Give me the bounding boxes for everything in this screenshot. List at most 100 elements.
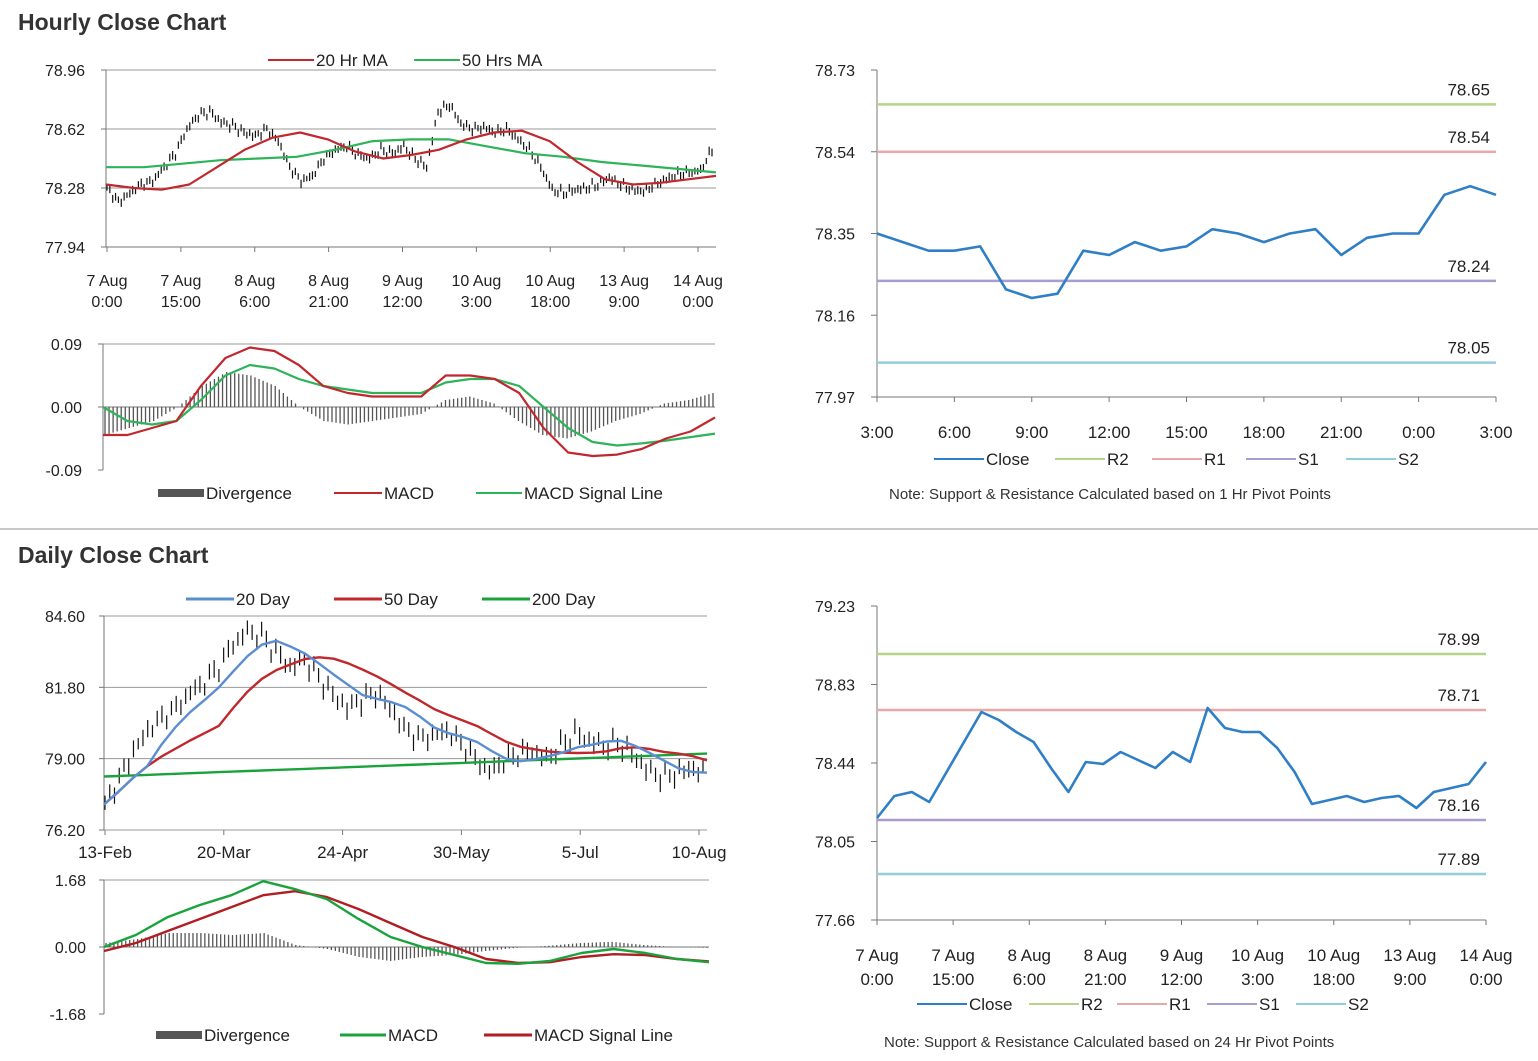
x-tick-label: 8 Aug bbox=[1008, 946, 1052, 965]
y-tick-label: 77.94 bbox=[45, 240, 85, 257]
level-label-s2: 77.89 bbox=[1437, 850, 1480, 869]
x-tick-label: 13-Feb bbox=[78, 843, 132, 862]
y-tick-label: 78.73 bbox=[815, 63, 855, 80]
x-tick-label: 9 Aug bbox=[1160, 946, 1204, 965]
x-tick-label: 18:00 bbox=[530, 294, 570, 311]
macd-line bbox=[103, 880, 710, 965]
legend-divergence-swatch bbox=[158, 489, 204, 497]
legend-20-day: 20 Day bbox=[236, 590, 290, 609]
y-tick-label: 78.05 bbox=[815, 835, 855, 852]
y-tick-label: 78.54 bbox=[815, 145, 855, 162]
y-tick-label: 78.62 bbox=[45, 122, 85, 139]
x-tick-label: 13 Aug bbox=[599, 273, 649, 290]
y-tick-label: -1.68 bbox=[50, 1007, 87, 1024]
level-label-r1: 78.71 bbox=[1437, 686, 1480, 705]
x-tick-label: 5-Jul bbox=[562, 843, 599, 862]
y-tick-label: 84.60 bbox=[45, 609, 85, 626]
legend-close: Close bbox=[969, 995, 1012, 1014]
x-tick-label: 3:00 bbox=[461, 294, 492, 311]
y-tick-label: 0.09 bbox=[51, 337, 82, 354]
legend-s2: S2 bbox=[1348, 995, 1369, 1014]
y-tick-label: 77.97 bbox=[815, 390, 855, 407]
x-tick-label: 9:00 bbox=[1393, 970, 1426, 989]
legend-s1: S1 bbox=[1259, 995, 1280, 1014]
daily-section-title: Daily Close Chart bbox=[18, 542, 209, 568]
y-tick-label: 78.96 bbox=[45, 63, 85, 80]
y-tick-label: 0.00 bbox=[55, 940, 86, 957]
close-line bbox=[875, 706, 1488, 819]
legend-macd: MACD bbox=[384, 484, 434, 503]
x-tick-label: 7 Aug bbox=[931, 946, 975, 965]
legend-200-day: 200 Day bbox=[532, 590, 596, 609]
x-tick-label: 20-Mar bbox=[197, 843, 251, 862]
y-tick-label: 78.83 bbox=[815, 678, 855, 695]
legend-divergence-swatch bbox=[156, 1031, 202, 1039]
close-line bbox=[876, 184, 1497, 300]
x-tick-label: 21:00 bbox=[309, 294, 349, 311]
level-label-r2: 78.99 bbox=[1437, 630, 1480, 649]
ma20-line bbox=[103, 639, 708, 806]
x-tick-label: 30-May bbox=[433, 843, 490, 862]
level-label-r1: 78.54 bbox=[1447, 128, 1490, 147]
hourly-section-title: Hourly Close Chart bbox=[18, 9, 227, 35]
legend-s1: S1 bbox=[1298, 450, 1319, 469]
hourly-pivot-chart: 78.73 78.54 78.35 78.16 77.97 3:00 6:00 9:00 12:… bbox=[815, 63, 1513, 469]
x-tick-label: 3:00 bbox=[860, 423, 893, 442]
ma50-line bbox=[103, 656, 708, 806]
daily-pivot-note: Note: Support & Resistance Calculated ba… bbox=[884, 1034, 1335, 1051]
y-tick-label: 78.28 bbox=[45, 181, 85, 198]
y-tick-label: -0.09 bbox=[46, 463, 83, 480]
legend-r2: R2 bbox=[1081, 995, 1103, 1014]
macd-line bbox=[103, 346, 716, 458]
y-tick-label: 78.16 bbox=[815, 308, 855, 325]
x-tick-label: 0:00 bbox=[682, 294, 713, 311]
x-tick-label: 15:00 bbox=[161, 294, 201, 311]
legend-divergence: Divergence bbox=[206, 484, 292, 503]
x-tick-label: 7 Aug bbox=[160, 273, 201, 290]
x-tick-label: 12:00 bbox=[382, 294, 422, 311]
x-tick-label: 24-Apr bbox=[317, 843, 368, 862]
x-tick-label: 3:00 bbox=[1479, 423, 1512, 442]
x-tick-label: 6:00 bbox=[938, 423, 971, 442]
x-tick-label: 10 Aug bbox=[451, 273, 501, 290]
legend-r1: R1 bbox=[1204, 450, 1226, 469]
x-tick-label: 14 Aug bbox=[1460, 946, 1513, 965]
x-tick-label: 14 Aug bbox=[673, 273, 723, 290]
x-tick-label: 6:00 bbox=[1013, 970, 1046, 989]
x-tick-label: 8 Aug bbox=[1084, 946, 1128, 965]
x-tick-label: 3:00 bbox=[1241, 970, 1274, 989]
legend-macd-signal: MACD Signal Line bbox=[534, 1026, 673, 1045]
x-tick-label: 15:00 bbox=[1165, 423, 1208, 442]
legend-20hr-ma: 20 Hr MA bbox=[316, 51, 388, 70]
y-tick-label: 76.20 bbox=[45, 823, 85, 840]
legend-macd: MACD bbox=[388, 1026, 438, 1045]
x-tick-label: 8 Aug bbox=[308, 273, 349, 290]
y-tick-label: 79.23 bbox=[815, 599, 855, 616]
daily-price-chart: 84.60 81.80 79.00 76.20 13-Feb 20-Mar 24-Apr 30… bbox=[45, 590, 726, 862]
x-tick-label: 0:00 bbox=[1469, 970, 1502, 989]
hourly-macd-chart: 0.09 0.00 -0.09 Divergence MACD MACD Signal L… bbox=[46, 337, 716, 503]
macd-signal-line bbox=[102, 363, 716, 447]
x-tick-label: 12:00 bbox=[1088, 423, 1131, 442]
legend-macd-signal: MACD Signal Line bbox=[524, 484, 663, 503]
y-tick-label: 77.66 bbox=[815, 913, 855, 930]
ma200-line bbox=[103, 752, 708, 778]
x-tick-label: 18:00 bbox=[1243, 423, 1286, 442]
legend-divergence: Divergence bbox=[204, 1026, 290, 1045]
ma-short-line bbox=[105, 129, 717, 191]
y-tick-label: 1.68 bbox=[55, 873, 86, 890]
x-tick-label: 9 Aug bbox=[382, 273, 423, 290]
legend-r1: R1 bbox=[1169, 995, 1191, 1014]
legend-s2: S2 bbox=[1398, 450, 1419, 469]
macd-signal-line bbox=[103, 890, 710, 965]
x-tick-label: 10-Aug bbox=[672, 843, 727, 862]
x-tick-label: 12:00 bbox=[1160, 970, 1203, 989]
level-label-s1: 78.16 bbox=[1437, 796, 1480, 815]
x-tick-label: 9:00 bbox=[1015, 423, 1048, 442]
legend-50-day: 50 Day bbox=[384, 590, 438, 609]
hourly-pivot-note: Note: Support & Resistance Calculated ba… bbox=[889, 486, 1331, 503]
x-tick-label: 0:00 bbox=[860, 970, 893, 989]
x-tick-label: 13 Aug bbox=[1383, 946, 1436, 965]
